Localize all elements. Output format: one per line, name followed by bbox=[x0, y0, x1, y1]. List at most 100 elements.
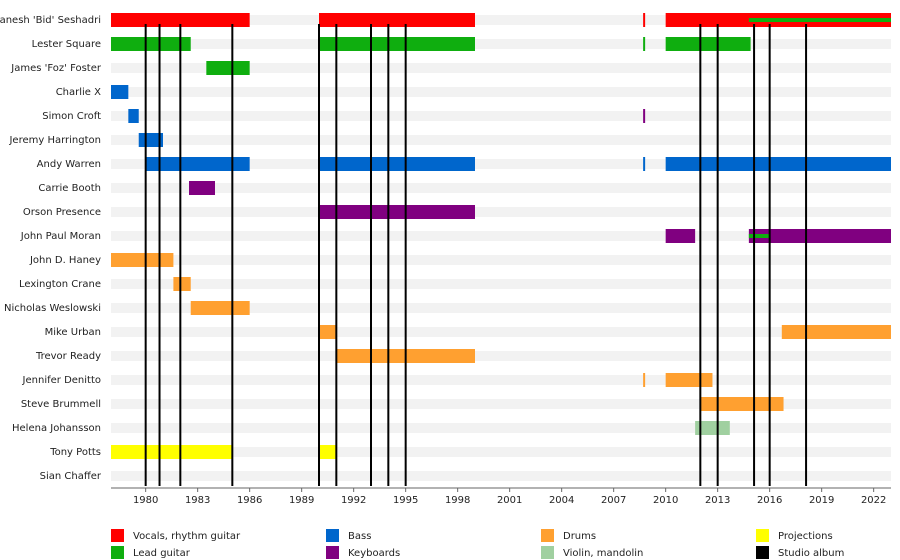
x-tick-label: 1983 bbox=[185, 495, 210, 506]
row-band bbox=[111, 399, 891, 409]
row-band bbox=[111, 423, 891, 433]
member-bar bbox=[665, 37, 751, 51]
row-label: Andy Warren bbox=[37, 159, 101, 170]
legend-label: Projections bbox=[778, 531, 833, 542]
row-label: Carrie Booth bbox=[38, 183, 101, 194]
member-bar bbox=[206, 61, 250, 75]
row-label: Jennifer Denitto bbox=[22, 375, 101, 386]
member-bar-secondary bbox=[748, 234, 770, 238]
row-band bbox=[111, 375, 891, 385]
row-label: James 'Foz' Foster bbox=[10, 63, 102, 74]
row-label: Lexington Crane bbox=[19, 279, 101, 290]
row-label: Steve Brummell bbox=[21, 399, 101, 410]
row-band bbox=[111, 39, 891, 49]
legend-label: Lead guitar bbox=[133, 548, 191, 559]
row-label: Orson Presence bbox=[23, 207, 101, 218]
legend-label: Violin, mandolin bbox=[563, 548, 643, 559]
member-bar bbox=[190, 301, 250, 315]
row-band bbox=[111, 447, 891, 457]
legend-label: Keyboards bbox=[348, 548, 400, 559]
member-bar bbox=[643, 37, 646, 51]
legend-swatch bbox=[756, 546, 769, 559]
row-band bbox=[111, 87, 891, 97]
row-band bbox=[111, 159, 891, 169]
member-bar bbox=[111, 37, 191, 51]
legend-swatch bbox=[111, 529, 124, 542]
row-band bbox=[111, 255, 891, 265]
legend-swatch bbox=[326, 546, 339, 559]
row-label: Trevor Ready bbox=[35, 351, 101, 362]
row-band bbox=[111, 231, 891, 241]
member-bar bbox=[319, 157, 475, 171]
row-label: Simon Croft bbox=[42, 111, 101, 122]
row-band bbox=[111, 183, 891, 193]
member-bar bbox=[643, 109, 646, 123]
member-bar bbox=[700, 397, 784, 411]
member-bar bbox=[319, 445, 337, 459]
row-label: Charlie X bbox=[56, 87, 101, 98]
row-band bbox=[111, 279, 891, 289]
x-tick-label: 1980 bbox=[133, 495, 158, 506]
row-band bbox=[111, 471, 891, 481]
row-label: Lester Square bbox=[32, 39, 101, 50]
member-bar bbox=[128, 109, 139, 123]
member-bar bbox=[145, 157, 250, 171]
legend-swatch bbox=[541, 529, 554, 542]
legend-label: Vocals, rhythm guitar bbox=[133, 531, 241, 542]
member-bar bbox=[189, 181, 215, 195]
member-bar bbox=[643, 13, 646, 27]
member-bar bbox=[173, 277, 191, 291]
member-bar bbox=[111, 13, 250, 27]
row-band bbox=[111, 327, 891, 337]
x-tick-label: 1998 bbox=[445, 495, 470, 506]
row-label: John Paul Moran bbox=[20, 231, 101, 242]
row-band bbox=[111, 351, 891, 361]
x-tick-label: 2013 bbox=[705, 495, 730, 506]
row-label: Ganesh 'Bid' Seshadri bbox=[0, 15, 101, 26]
member-bar bbox=[319, 37, 475, 51]
legend-label: Bass bbox=[348, 531, 371, 542]
legend-label: Drums bbox=[563, 531, 596, 542]
row-label: Sian Chaffer bbox=[40, 471, 102, 482]
member-bar bbox=[319, 13, 475, 27]
member-bar bbox=[643, 373, 646, 387]
x-tick-label: 2016 bbox=[757, 495, 782, 506]
member-bar bbox=[319, 325, 337, 339]
member-bar bbox=[695, 421, 730, 435]
legend-label: Studio album bbox=[778, 548, 844, 559]
member-bar bbox=[643, 157, 646, 171]
row-band bbox=[111, 15, 891, 25]
x-tick-label: 1989 bbox=[289, 495, 314, 506]
row-label: John D. Haney bbox=[29, 255, 101, 266]
x-tick-label: 1995 bbox=[393, 495, 418, 506]
x-tick-label: 2019 bbox=[809, 495, 834, 506]
member-bar bbox=[781, 325, 891, 339]
member-bar bbox=[665, 157, 891, 171]
member-bar bbox=[748, 229, 891, 243]
row-label: Jeremy Harrington bbox=[8, 135, 101, 146]
member-bar bbox=[111, 85, 129, 99]
x-tick-label: 2010 bbox=[653, 495, 678, 506]
x-tick-label: 1992 bbox=[341, 495, 366, 506]
row-band bbox=[111, 207, 891, 217]
member-bar bbox=[111, 253, 174, 267]
member-bar bbox=[111, 445, 233, 459]
member-bar bbox=[665, 229, 696, 243]
row-label: Helena Johansson bbox=[12, 423, 101, 434]
member-bar bbox=[319, 205, 475, 219]
x-tick-label: 2007 bbox=[601, 495, 626, 506]
x-tick-label: 2001 bbox=[497, 495, 522, 506]
row-label: Mike Urban bbox=[45, 327, 101, 338]
x-tick-label: 1986 bbox=[237, 495, 262, 506]
legend-swatch bbox=[326, 529, 339, 542]
row-band bbox=[111, 303, 891, 313]
x-tick-label: 2004 bbox=[549, 495, 574, 506]
legend-swatch bbox=[541, 546, 554, 559]
member-bar bbox=[665, 373, 713, 387]
row-label: Tony Potts bbox=[49, 447, 101, 458]
member-bar-secondary bbox=[748, 18, 891, 22]
row-band bbox=[111, 111, 891, 121]
x-tick-label: 2022 bbox=[861, 495, 886, 506]
row-band bbox=[111, 135, 891, 145]
